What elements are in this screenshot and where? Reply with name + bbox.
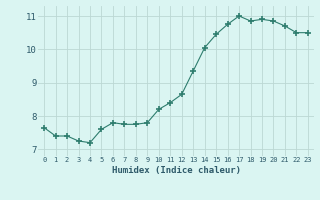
X-axis label: Humidex (Indice chaleur): Humidex (Indice chaleur) — [111, 166, 241, 175]
